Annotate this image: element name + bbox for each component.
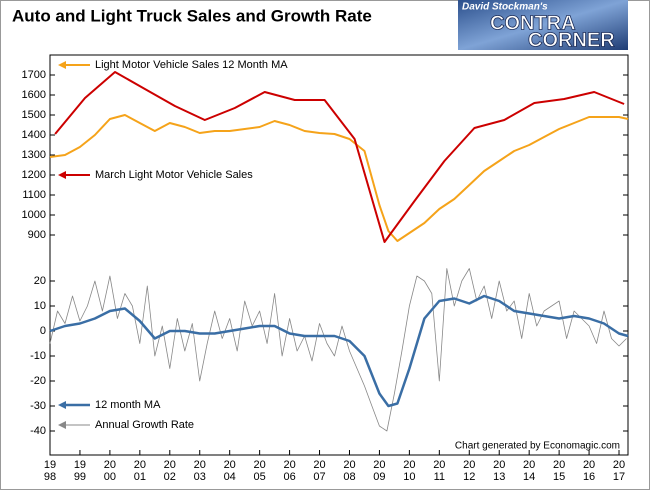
x-tick-label: 20 16 — [583, 459, 595, 483]
x-tick-label: 20 02 — [164, 459, 176, 483]
x-tick-label: 20 03 — [194, 459, 206, 483]
logo-word: CORNER — [528, 29, 615, 51]
y-tick-label: 1600 — [22, 89, 46, 101]
x-tick-label: 19 98 — [44, 459, 56, 483]
legend-arrowhead — [58, 61, 66, 69]
x-tick-label: 20 12 — [463, 459, 475, 483]
legend-arrowhead — [58, 171, 66, 179]
y-tick-label: 10 — [34, 300, 46, 312]
x-tick-label: 20 10 — [403, 459, 415, 483]
series-line — [54, 71, 625, 243]
y-tick-label: 1000 — [22, 209, 46, 221]
y-tick-label: 1500 — [22, 109, 46, 121]
x-tick-label: 20 17 — [613, 459, 625, 483]
logo-word: CONTRA — [490, 12, 576, 34]
x-tick-label: 19 99 — [74, 459, 86, 483]
legend-label: Light Motor Vehicle Sales 12 Month MA — [95, 59, 288, 71]
y-tick-label: 1200 — [22, 169, 46, 181]
x-tick-label: 20 08 — [343, 459, 355, 483]
legend-label: March Light Motor Vehicle Sales — [95, 169, 253, 181]
x-tick-label: 20 13 — [493, 459, 505, 483]
y-tick-label: 1300 — [22, 149, 46, 161]
y-tick-label: -30 — [30, 400, 46, 412]
legend-label: Annual Growth Rate — [95, 419, 194, 431]
series-line — [49, 114, 629, 242]
x-tick-label: 20 15 — [553, 459, 565, 483]
y-tick-label: -20 — [30, 375, 46, 387]
legend-label: 12 month MA — [95, 399, 161, 411]
y-tick-label: 1100 — [22, 189, 46, 201]
y-tick-label: 0 — [40, 325, 46, 337]
x-tick-label: 20 07 — [313, 459, 325, 483]
y-tick-label: 20 — [34, 275, 46, 287]
logo: David Stockman's CONTRA CORNER — [458, 0, 628, 52]
series-line — [49, 268, 627, 432]
legend-arrowhead — [58, 401, 66, 409]
credit: Chart generated by Economagic.com — [455, 441, 620, 452]
chart-title: Auto and Light Truck Sales and Growth Ra… — [12, 6, 372, 25]
x-tick-label: 20 01 — [134, 459, 146, 483]
y-tick-label: -40 — [30, 425, 46, 437]
series-line — [49, 294, 629, 408]
logo-bg — [458, 0, 628, 50]
plot-frame — [49, 54, 629, 456]
x-tick-label: 20 14 — [523, 459, 535, 483]
y-tick-label: 1700 — [22, 69, 46, 81]
y-tick-label: 900 — [28, 229, 46, 241]
x-tick-label: 20 05 — [254, 459, 266, 483]
x-tick-label: 20 09 — [373, 459, 385, 483]
y-tick-label: -10 — [30, 350, 46, 362]
x-tick-label: 20 06 — [283, 459, 295, 483]
x-tick-label: 20 04 — [224, 459, 236, 483]
logo-byline: David Stockman's — [462, 2, 548, 13]
x-tick-label: 20 00 — [104, 459, 116, 483]
x-tick-label: 20 11 — [433, 459, 445, 483]
y-tick-label: 1400 — [22, 129, 46, 141]
legend-arrowhead — [58, 421, 66, 429]
